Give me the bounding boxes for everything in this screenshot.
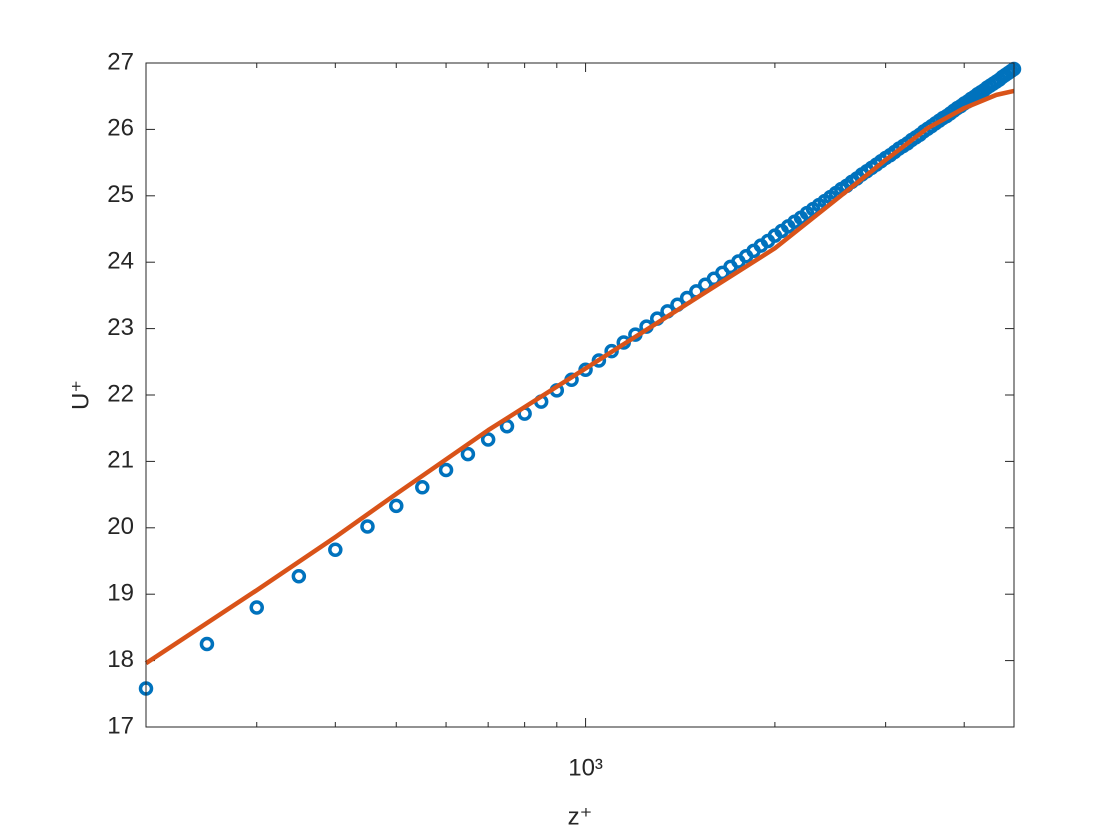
data-point	[480, 432, 496, 447]
data-point	[291, 569, 307, 584]
data-point	[438, 462, 454, 478]
data-point	[389, 498, 404, 514]
y-tick-label: 21	[107, 447, 134, 474]
data-point	[199, 636, 215, 652]
data-point	[460, 446, 476, 462]
y-tick-label: 17	[107, 712, 134, 739]
y-tick-label: 20	[107, 513, 134, 540]
y-tick-label: 25	[107, 181, 134, 208]
data-point	[249, 600, 264, 615]
data-point	[591, 353, 607, 368]
y-tick-label: 26	[107, 115, 134, 142]
data-point	[360, 519, 375, 534]
y-tick-label: 18	[107, 646, 134, 673]
y-tick-label: 23	[107, 314, 134, 341]
y-tick-label: 19	[107, 580, 134, 607]
y-tick-label: 24	[107, 248, 134, 275]
y-tick-label: 22	[107, 380, 134, 407]
data-point	[604, 343, 619, 359]
y-tick-label: 27	[107, 48, 134, 75]
data-point	[415, 480, 430, 495]
data-point	[328, 542, 343, 557]
x-axis-label: z⁺	[568, 803, 593, 830]
x-tick-label: 10³	[568, 754, 603, 781]
y-axis-label: U⁺	[67, 380, 94, 410]
data-line	[144, 88, 1015, 666]
plot-frame	[145, 62, 1015, 728]
